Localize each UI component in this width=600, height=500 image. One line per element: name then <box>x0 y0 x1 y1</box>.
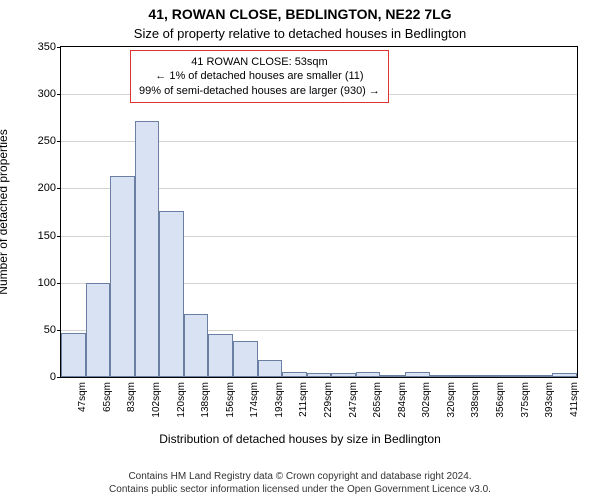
x-tick-label: 338sqm <box>470 382 481 418</box>
x-tick-label: 393sqm <box>544 382 555 418</box>
footer-line-1: Contains HM Land Registry data © Crown c… <box>0 470 600 483</box>
page-subtitle: Size of property relative to detached ho… <box>0 26 600 41</box>
y-tick-label: 350 <box>38 41 56 53</box>
histogram-bar <box>528 375 553 377</box>
footer-text: Contains HM Land Registry data © Crown c… <box>0 470 600 496</box>
x-tick-label: 247sqm <box>348 382 359 418</box>
x-tick-label: 193sqm <box>274 382 285 418</box>
y-tick-label: 150 <box>38 230 56 242</box>
x-tick-label: 411sqm <box>569 382 580 417</box>
histogram-bar <box>135 121 160 377</box>
y-axis-label: Number of detached properties <box>0 129 10 294</box>
y-tick <box>57 141 61 142</box>
annotation-line-3: 99% of semi-detached houses are larger (… <box>139 84 380 98</box>
histogram-bar <box>331 373 356 377</box>
histogram-bar <box>258 360 283 377</box>
y-tick <box>57 236 61 237</box>
histogram-bar <box>110 176 135 377</box>
y-tick-label: 50 <box>44 324 56 336</box>
histogram-bar <box>282 372 307 377</box>
y-tick <box>57 377 61 378</box>
x-tick-label: 83sqm <box>126 382 137 412</box>
y-tick-label: 0 <box>50 371 56 383</box>
chart-page: 41, ROWAN CLOSE, BEDLINGTON, NE22 7LG Si… <box>0 0 600 500</box>
histogram-bar <box>356 372 381 377</box>
x-tick-label: 138sqm <box>200 382 211 418</box>
y-tick-label: 250 <box>38 135 56 147</box>
y-tick <box>57 330 61 331</box>
x-tick-label: 174sqm <box>249 382 260 418</box>
x-tick-label: 156sqm <box>225 382 236 418</box>
histogram-bar <box>208 334 233 377</box>
y-tick <box>57 47 61 48</box>
x-tick-label: 65sqm <box>102 382 113 412</box>
histogram-bar <box>503 375 528 377</box>
y-tick <box>57 94 61 95</box>
annotation-line-2: ← 1% of detached houses are smaller (11) <box>139 69 380 83</box>
x-tick-label: 47sqm <box>77 382 88 412</box>
x-tick-label: 302sqm <box>421 382 432 418</box>
histogram-bar <box>184 314 209 377</box>
x-tick-label: 265sqm <box>372 382 383 418</box>
histogram-bar <box>307 373 332 377</box>
y-tick-label: 100 <box>38 277 56 289</box>
histogram-bar <box>479 375 504 377</box>
histogram-bar <box>61 333 86 377</box>
histogram-bar <box>454 375 479 377</box>
x-tick-label: 120sqm <box>176 382 187 418</box>
annotation-line-1: 41 ROWAN CLOSE: 53sqm <box>139 55 380 69</box>
footer-line-2: Contains public sector information licen… <box>0 483 600 496</box>
x-tick-label: 229sqm <box>323 382 334 418</box>
x-tick-label: 102sqm <box>151 382 162 418</box>
x-tick-label: 211sqm <box>298 382 309 417</box>
x-tick-label: 375sqm <box>520 382 531 418</box>
histogram-bar <box>380 375 405 377</box>
histogram-bar <box>233 341 258 377</box>
x-tick-label: 356sqm <box>495 382 506 418</box>
page-title: 41, ROWAN CLOSE, BEDLINGTON, NE22 7LG <box>0 6 600 22</box>
y-tick <box>57 283 61 284</box>
histogram-bar <box>405 372 430 377</box>
x-tick-label: 284sqm <box>397 382 408 418</box>
x-tick-label: 320sqm <box>446 382 457 418</box>
histogram-bar <box>159 211 184 377</box>
y-tick <box>57 188 61 189</box>
histogram-bar <box>552 373 577 377</box>
histogram-bar <box>86 283 111 377</box>
y-tick-label: 300 <box>38 88 56 100</box>
annotation-box: 41 ROWAN CLOSE: 53sqm ← 1% of detached h… <box>130 50 389 103</box>
histogram-bar <box>430 375 455 377</box>
y-tick-label: 200 <box>38 182 56 194</box>
x-axis-label: Distribution of detached houses by size … <box>0 432 600 446</box>
